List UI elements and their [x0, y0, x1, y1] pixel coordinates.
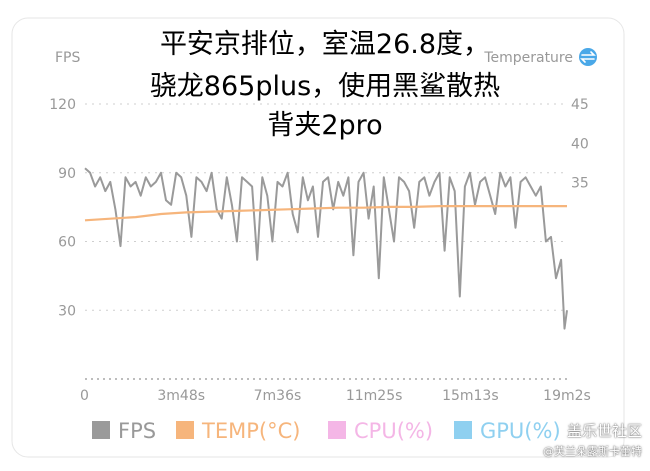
watermark-author: @芙兰朵露斯卡蕾特 — [543, 445, 642, 458]
y-axis-right: 45 40 35 — [571, 97, 589, 192]
grid-lines — [85, 103, 567, 380]
overlay-line-1: 平安京排位，室温26.8度， — [159, 29, 491, 60]
swap-icon[interactable] — [579, 48, 597, 66]
right-axis-label: Temperature — [483, 50, 573, 66]
x-tick-label: 19m2s — [543, 388, 591, 404]
overlay-line-2: 骁龙865plus，使用黑鲨散热 — [149, 71, 501, 102]
legend-swatch — [328, 421, 346, 439]
x-tick-label: 0 — [80, 388, 89, 404]
left-axis-label: FPS — [55, 50, 80, 66]
x-tick-label: 3m48s — [157, 388, 205, 404]
y-tick-label-right: 40 — [571, 136, 589, 152]
series-group — [84, 167, 568, 330]
legend-label: GPU(%) — [480, 419, 561, 443]
y-tick-label-left: 60 — [58, 235, 76, 251]
y-tick-label-right: 45 — [571, 97, 589, 113]
y-tick-label-left: 30 — [58, 303, 76, 319]
temp-series-line — [84, 205, 567, 222]
y-axis-left: 120 90 60 30 — [49, 97, 76, 319]
watermark-title: 盖乐世社区 — [566, 422, 642, 440]
x-tick-label: 15m13s — [442, 388, 499, 404]
legend-label: TEMP(°C) — [201, 419, 300, 443]
y-tick-label-left: 90 — [58, 166, 76, 182]
legend-swatch — [176, 421, 194, 439]
overlay-line-3: 背夹2pro — [267, 110, 383, 141]
y-tick-label-right: 35 — [571, 176, 589, 192]
legend-label: CPU(%) — [354, 419, 433, 443]
x-tick-label: 7m36s — [254, 388, 302, 404]
y-tick-label-left: 120 — [49, 97, 76, 113]
legend: FPS TEMP(°C) CPU(%) GPU(%) — [92, 419, 561, 443]
x-tick-label: 11m25s — [346, 388, 403, 404]
x-axis: 0 3m48s 7m36s 11m25s 15m13s 19m2s — [80, 388, 591, 404]
legend-swatch — [92, 421, 110, 439]
fps-series-line — [84, 167, 568, 330]
legend-label: FPS — [118, 419, 156, 443]
legend-swatch — [454, 421, 472, 439]
